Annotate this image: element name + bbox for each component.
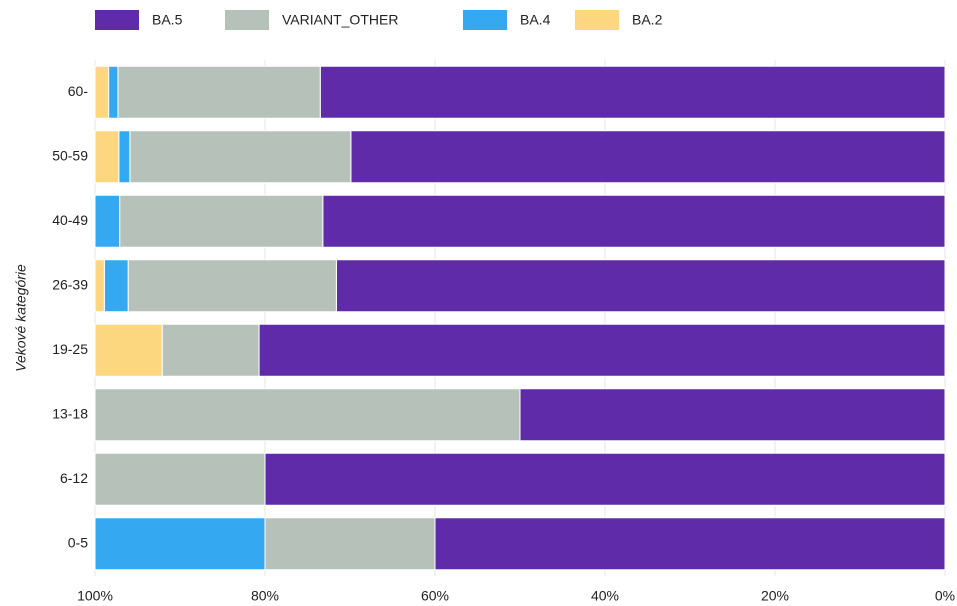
bar-segment [103, 259, 129, 313]
bar-segment [519, 388, 946, 442]
x-tick-label: 100% [77, 588, 113, 604]
x-tick-label: 20% [761, 588, 789, 604]
bar-segment [322, 194, 946, 248]
bar-segment [129, 130, 352, 184]
bar-segment [94, 259, 105, 313]
y-tick-label: 40-49 [52, 212, 88, 228]
legend-label: BA.2 [632, 12, 663, 28]
bar-segment [434, 517, 946, 571]
x-tick-label: 60% [421, 588, 449, 604]
bar-segment [264, 452, 946, 506]
y-tick-label: 50-59 [52, 147, 88, 163]
legend-label: VARIANT_OTHER [282, 12, 398, 28]
bar-segment [119, 194, 324, 248]
bar-segment [161, 323, 260, 377]
y-axis-label: Vekové kategórie [13, 264, 29, 372]
bar-segment [118, 130, 131, 184]
x-tick-label: 40% [591, 588, 619, 604]
bar-segment [127, 259, 337, 313]
legend-label: BA.5 [152, 12, 183, 28]
bar-segment [94, 517, 266, 571]
bar-segment [94, 130, 120, 184]
bar-segment [108, 65, 119, 119]
bar-segment [94, 323, 163, 377]
bar-segment [350, 130, 946, 184]
bar-segment [94, 388, 521, 442]
y-tick-label: 26-39 [52, 276, 88, 292]
legend-swatch [225, 10, 269, 30]
y-tick-label: 6-12 [60, 470, 88, 486]
bar-segment [94, 65, 110, 119]
bar-segment [319, 65, 946, 119]
bar-segment [94, 194, 121, 248]
bar-segment [94, 452, 266, 506]
x-tick-label: 80% [251, 588, 279, 604]
legend-swatch [95, 10, 139, 30]
bar-segment [335, 259, 946, 313]
y-tick-label: 19-25 [52, 341, 88, 357]
bar-segment [117, 65, 321, 119]
y-tick-label: 13-18 [52, 405, 88, 421]
legend-swatch [463, 10, 507, 30]
legend-label: BA.4 [520, 12, 551, 28]
legend-swatch [575, 10, 619, 30]
bar-segment [258, 323, 946, 377]
x-tick-label: 0% [935, 588, 955, 604]
bar-segment [264, 517, 436, 571]
y-tick-label: 60- [68, 83, 89, 99]
y-tick-label: 0-5 [68, 534, 88, 550]
